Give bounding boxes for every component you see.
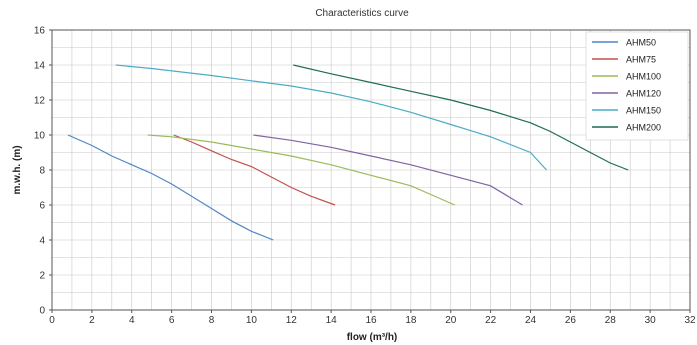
y-tick-label: 8 <box>39 166 45 177</box>
x-axis-ticks: 0 2 4 6 8 10 12 14 16 18 20 22 24 26 28 30 32 <box>49 310 696 326</box>
series-lines <box>67 64 629 241</box>
x-tick-label: 20 <box>445 315 457 326</box>
x-tick-label: 14 <box>326 315 338 326</box>
y-tick-label: 14 <box>34 61 46 72</box>
x-tick-label: 2 <box>89 315 95 326</box>
y-tick-label: 16 <box>34 26 46 37</box>
legend-label: AHM150 <box>626 106 661 116</box>
y-tick-label: 10 <box>34 131 46 142</box>
x-tick-label: 22 <box>485 315 497 326</box>
series-line-ahm75 <box>173 134 336 206</box>
series-line-ahm50 <box>67 134 274 241</box>
plot-frame <box>51 29 691 311</box>
legend-label: AHM75 <box>626 55 656 65</box>
series-line-ahm150 <box>115 64 547 171</box>
y-tick-label: 0 <box>39 306 45 317</box>
x-tick-label: 10 <box>246 315 258 326</box>
x-tick-label: 26 <box>565 315 577 326</box>
y-axis-label: m.w.h. (m) <box>12 145 23 194</box>
y-tick-label: 6 <box>39 201 45 212</box>
legend: AHM50 AHM75 AHM100 AHM120 AHM150 AHM200 <box>585 31 689 141</box>
legend-box <box>585 31 689 141</box>
x-tick-label: 4 <box>129 315 135 326</box>
x-tick-label: 12 <box>286 315 298 326</box>
legend-label: AHM200 <box>626 123 661 133</box>
series-line-ahm100 <box>147 134 455 206</box>
x-tick-label: 32 <box>684 315 696 326</box>
grid <box>51 29 691 311</box>
x-tick-label: 6 <box>169 315 175 326</box>
series-line-ahm120 <box>253 134 523 206</box>
series-line-ahm200 <box>293 64 629 171</box>
x-tick-label: 16 <box>365 315 377 326</box>
legend-label: AHM100 <box>626 72 661 82</box>
chart-title: Characteristics curve <box>315 8 409 19</box>
y-tick-label: 4 <box>39 236 45 247</box>
y-tick-label: 12 <box>34 96 46 107</box>
x-tick-label: 0 <box>49 315 55 326</box>
x-tick-label: 28 <box>605 315 617 326</box>
y-tick-label: 2 <box>39 271 45 282</box>
legend-label: AHM120 <box>626 89 661 99</box>
x-axis-label: flow (m³/h) <box>347 332 398 343</box>
x-tick-label: 18 <box>405 315 417 326</box>
x-tick-label: 30 <box>645 315 657 326</box>
x-tick-label: 24 <box>525 315 537 326</box>
x-tick-label: 8 <box>209 315 215 326</box>
legend-label: AHM50 <box>626 38 656 48</box>
y-axis-ticks: 0 2 4 6 8 10 12 14 16 <box>34 26 52 317</box>
